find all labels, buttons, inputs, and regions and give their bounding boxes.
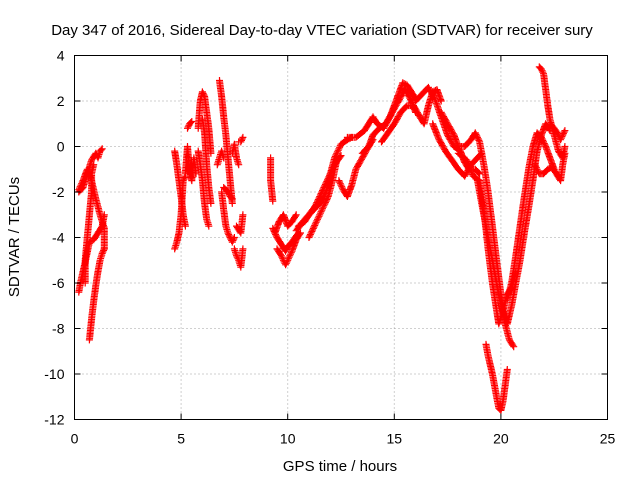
plus-markers: [235, 133, 247, 146]
plus-markers: [473, 120, 554, 328]
y-tick-label: 2: [57, 93, 65, 109]
x-tick-label: 0: [71, 431, 79, 447]
x-tick-label: 15: [387, 431, 403, 447]
plus-markers: [271, 211, 300, 237]
series-trace: [271, 211, 300, 237]
y-tick-label: -4: [52, 230, 65, 246]
series-trace: [378, 86, 445, 146]
series-trace: [235, 133, 247, 146]
y-tick-label: -6: [52, 275, 65, 291]
plus-markers: [546, 120, 569, 144]
y-tick-label: -2: [52, 184, 65, 200]
series-trace: [305, 156, 341, 241]
y-tick-label: -12: [44, 412, 64, 428]
series-trace: [81, 161, 98, 287]
plus-markers: [230, 245, 247, 271]
series-trace: [213, 147, 228, 169]
series-trace: [503, 129, 558, 303]
series-trace: [546, 120, 569, 144]
chart-title: Day 347 of 2016, Sidereal Day-to-day VTE…: [51, 22, 593, 39]
series-trace: [230, 245, 247, 271]
plus-markers: [81, 161, 98, 287]
series-trace: [218, 188, 238, 246]
plus-markers: [220, 184, 236, 203]
series-trace: [194, 147, 213, 230]
x-axis-label: GPS time / hours: [283, 458, 397, 475]
plus-markers: [171, 172, 189, 253]
x-tick-label: 25: [600, 431, 616, 447]
series-trace: [85, 245, 108, 344]
data-marks: [75, 63, 569, 414]
y-tick-label: 0: [57, 139, 65, 155]
grid-lines: [74, 55, 608, 420]
series-trace: [220, 184, 236, 203]
plus-markers: [503, 129, 558, 303]
series-trace: [233, 211, 247, 237]
series-trace: [198, 115, 215, 207]
series-trace: [184, 118, 196, 132]
plus-markers: [378, 86, 445, 146]
plus-markers: [194, 88, 215, 157]
series-trace: [482, 340, 511, 414]
plus-markers: [181, 143, 200, 185]
series-trace: [531, 149, 569, 185]
x-tick-label: 5: [177, 431, 185, 447]
plus-markers: [482, 340, 511, 414]
y-tick-label: -8: [52, 321, 65, 337]
plus-markers: [531, 149, 569, 185]
y-axis-label: SDTVAR / TECUs: [6, 177, 23, 297]
series-trace: [343, 79, 420, 141]
axis-ticks: 0 5 10 15 20 25 -12 -10 -8 -6 -4 -2 0 2 4: [44, 48, 615, 447]
plus-markers: [233, 211, 247, 237]
x-tick-label: 20: [493, 431, 509, 447]
plus-markers: [184, 118, 196, 132]
plus-markers: [85, 245, 108, 344]
series-trace: [273, 229, 304, 269]
y-tick-label: 4: [57, 48, 65, 64]
plus-markers: [273, 229, 304, 269]
series-trace: [194, 88, 215, 157]
plus-markers: [218, 188, 238, 246]
plot-frame: [74, 55, 608, 420]
series-trace: [181, 143, 200, 185]
y-tick-label: -10: [44, 366, 64, 382]
series-trace: [171, 172, 189, 253]
plus-markers: [267, 154, 277, 205]
plus-markers: [194, 147, 213, 230]
plus-markers: [216, 77, 236, 207]
plus-markers: [213, 147, 228, 169]
plus-markers: [343, 79, 420, 141]
series-trace: [228, 140, 243, 169]
plus-markers: [228, 140, 243, 169]
series-trace: [473, 120, 554, 328]
series-trace: [267, 154, 277, 205]
x-tick-label: 10: [280, 431, 296, 447]
plus-markers: [198, 115, 215, 207]
plus-markers: [305, 156, 341, 241]
series-trace: [216, 77, 236, 207]
